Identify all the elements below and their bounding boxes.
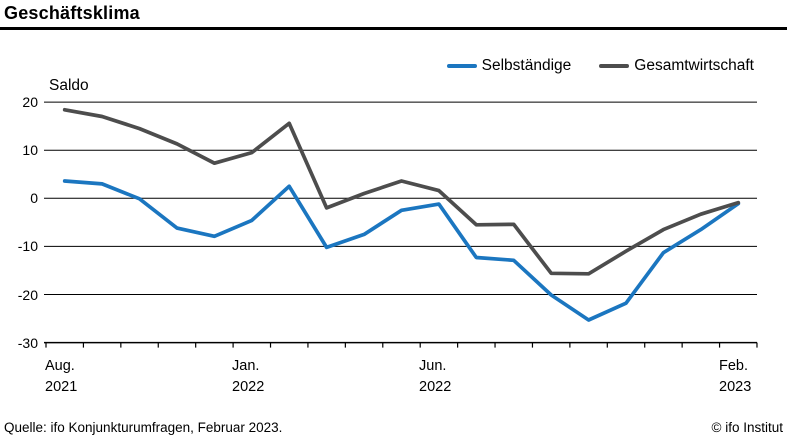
selbstaendige-line — [62, 179, 741, 322]
y-tick-label: 20 — [22, 94, 38, 110]
chart-footer: Quelle: ifo Konjunkturumfragen, Februar … — [0, 420, 787, 435]
x-tick-label: Jun. 2022 — [419, 356, 451, 398]
page-title: Geschäftsklima — [4, 3, 140, 23]
title-divider — [0, 27, 787, 30]
selbstaendige-line-swatch — [446, 63, 477, 69]
source-note: Quelle: ifo Konjunkturumfragen, Februar … — [4, 420, 283, 435]
line-chart-canvas — [44, 101, 758, 348]
y-tick-label: 10 — [22, 142, 38, 158]
x-tick-month: Aug. — [45, 358, 75, 374]
legend-item-gesamtwirtschaft: Gesamtwirtschaft — [599, 57, 754, 75]
x-tick-label: Jan. 2022 — [232, 356, 264, 398]
gesamtwirtschaft-line-swatch — [599, 63, 630, 69]
y-tick-label: -10 — [17, 238, 38, 254]
x-tick-month: Jun. — [419, 358, 447, 374]
x-tick-year: 2022 — [419, 379, 452, 395]
y-tick-label: -20 — [17, 287, 38, 303]
legend-label: Gesamtwirtschaft — [634, 57, 754, 74]
x-tick-year: 2022 — [232, 379, 265, 395]
legend-label: Selbständige — [481, 57, 572, 74]
chart-legend: Selbständige Gesamtwirtschaft — [446, 57, 754, 75]
x-tick-label: Feb. 2023 — [719, 356, 751, 398]
gesamtwirtschaft-line — [62, 107, 741, 276]
y-tick-label: -30 — [17, 335, 38, 351]
x-tick-label: Aug. 2021 — [45, 356, 77, 398]
x-tick-year: 2023 — [719, 379, 752, 395]
x-tick-year: 2021 — [45, 379, 78, 395]
y-axis-unit-label: Saldo — [49, 77, 89, 94]
y-tick-label: 0 — [30, 190, 38, 206]
x-tick-month: Jan. — [232, 358, 260, 374]
legend-item-selbstaendige: Selbständige — [446, 57, 572, 75]
x-tick-month: Feb. — [719, 358, 749, 374]
copyright-note: © ifo Institut — [711, 420, 783, 435]
